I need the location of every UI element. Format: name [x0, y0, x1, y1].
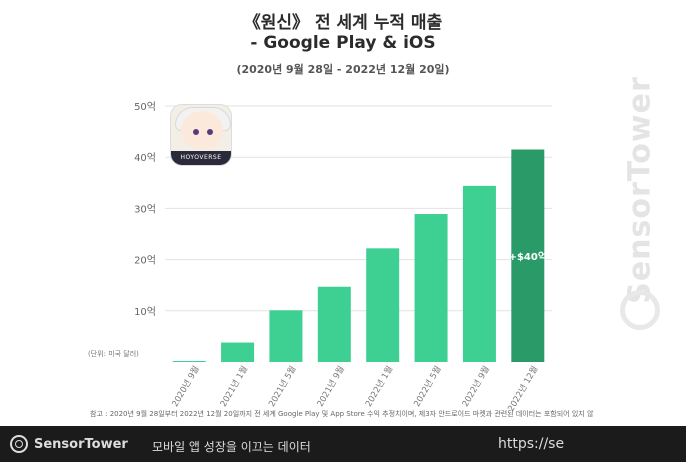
sensortower-logo-icon: [10, 435, 28, 453]
genshin-app-icon: HOYOVERSE: [170, 104, 232, 166]
bar: [414, 214, 448, 362]
bar-chart: 10억 20억 30억 40억 50억 (단위: 미국 달러) 2020년 9월 2021년 …: [88, 101, 552, 413]
x-tick-label: 2021년 1월: [218, 364, 250, 409]
footer-tagline: 모바일 앱 성장을 이끄는 데이터: [152, 440, 311, 454]
footer-bar: SensorTower 모바일 앱 성장을 이끄는 데이터 https://se: [0, 426, 686, 462]
bar: [221, 342, 255, 362]
y-tick-label: 10억: [134, 306, 156, 318]
y-tick-label: 30억: [134, 203, 156, 215]
data-label: +$40억: [509, 251, 547, 263]
chart-subtitle: (2020년 9월 28일 - 2022년 12월 20일): [236, 63, 450, 76]
bar: [269, 310, 303, 362]
bar: [317, 286, 351, 362]
icon-face: [181, 111, 223, 149]
x-tick-label: 2022년 5월: [411, 364, 443, 409]
x-tick-label: 2021년 9월: [315, 364, 347, 409]
chart-title-line2: - Google Play & iOS: [250, 33, 436, 53]
x-tick-label: 2022년 9월: [460, 364, 492, 409]
watermark-logo-icon: [620, 290, 660, 330]
x-tick-label: 2022년 1월: [363, 364, 395, 409]
footer-brand: SensorTower: [34, 436, 128, 452]
chart-title: 《원신》 전 세계 누적 매출: [243, 13, 443, 33]
footnote: 참고 : 2020년 9월 28일부터 2022년 12월 20일까지 전 세계…: [90, 410, 594, 418]
footer-logo[interactable]: SensorTower: [10, 435, 128, 453]
y-tick-label: 40억: [134, 152, 156, 164]
y-tick-label: 20억: [134, 255, 156, 267]
x-tick-label: 2022년 12월: [505, 364, 540, 413]
x-tick-label: 2021년 5월: [266, 364, 298, 409]
bar: [172, 360, 206, 362]
bar: [511, 149, 545, 362]
bar: [462, 185, 496, 362]
x-tick-label: 2020년 9월: [170, 364, 202, 409]
footer-url-link[interactable]: https://se: [498, 436, 565, 452]
unit-label: (단위: 미국 달러): [88, 349, 139, 358]
bar: [366, 248, 400, 362]
y-tick-label: 50억: [134, 101, 156, 113]
icon-eye-left: [193, 129, 199, 135]
icon-band-text: HOYOVERSE: [171, 151, 231, 165]
icon-eye-right: [207, 129, 213, 135]
